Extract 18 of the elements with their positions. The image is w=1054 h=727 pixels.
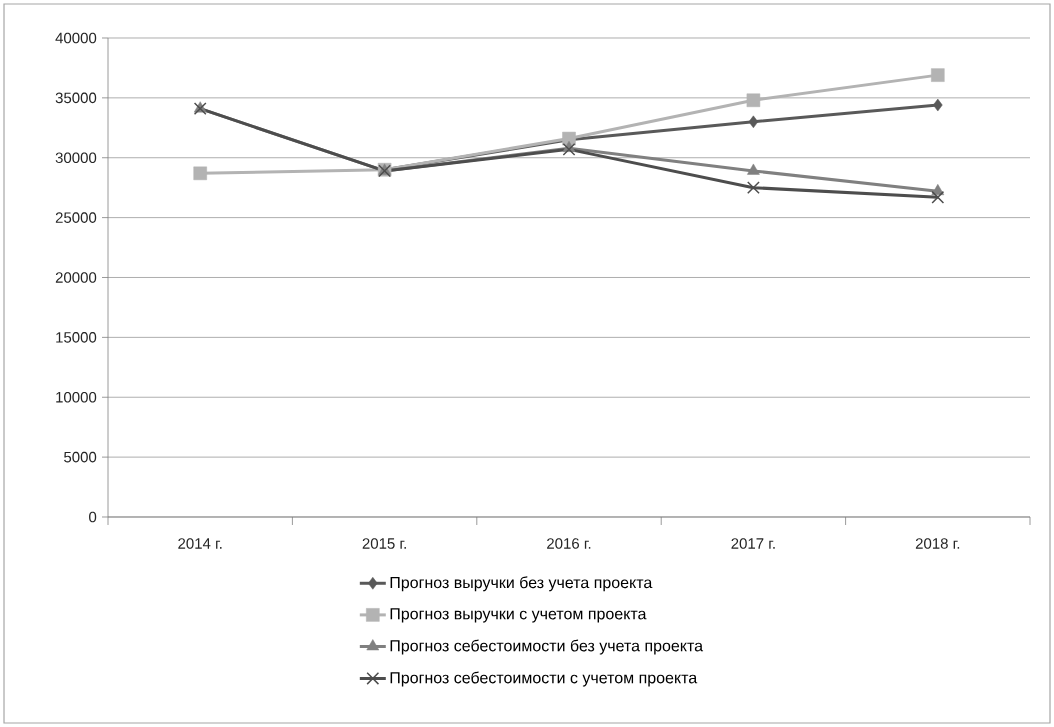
y-tick-label: 10000: [56, 391, 97, 403]
x-tick-label: 2018 г.: [915, 538, 960, 549]
y-tick-label: 5000: [64, 451, 97, 463]
x-tick-label: 2016 г.: [547, 538, 591, 549]
x-tick-label: 2014 г.: [178, 538, 222, 549]
y-tick-label: 0: [89, 511, 97, 523]
legend-label: Прогноз себестоимости без учета проекта: [390, 639, 704, 655]
legend-label: Прогноз себестоимости с учетом проекта: [390, 671, 698, 687]
x-tick-label: 2017 г.: [731, 538, 775, 549]
y-tick-label: 35000: [55, 92, 97, 104]
legend-label: Прогноз выручки без учета проекта: [390, 576, 653, 592]
y-tick-label: 20000: [55, 272, 97, 283]
y-tick-label: 30000: [55, 152, 97, 164]
y-tick-label: 25000: [55, 212, 97, 223]
y-tick-label: 40000: [55, 32, 97, 44]
x-tick-label: 2015 г.: [362, 538, 406, 549]
legend-label: Прогноз выручки с учетом проекта: [390, 608, 647, 623]
y-tick-label: 15000: [56, 332, 97, 343]
